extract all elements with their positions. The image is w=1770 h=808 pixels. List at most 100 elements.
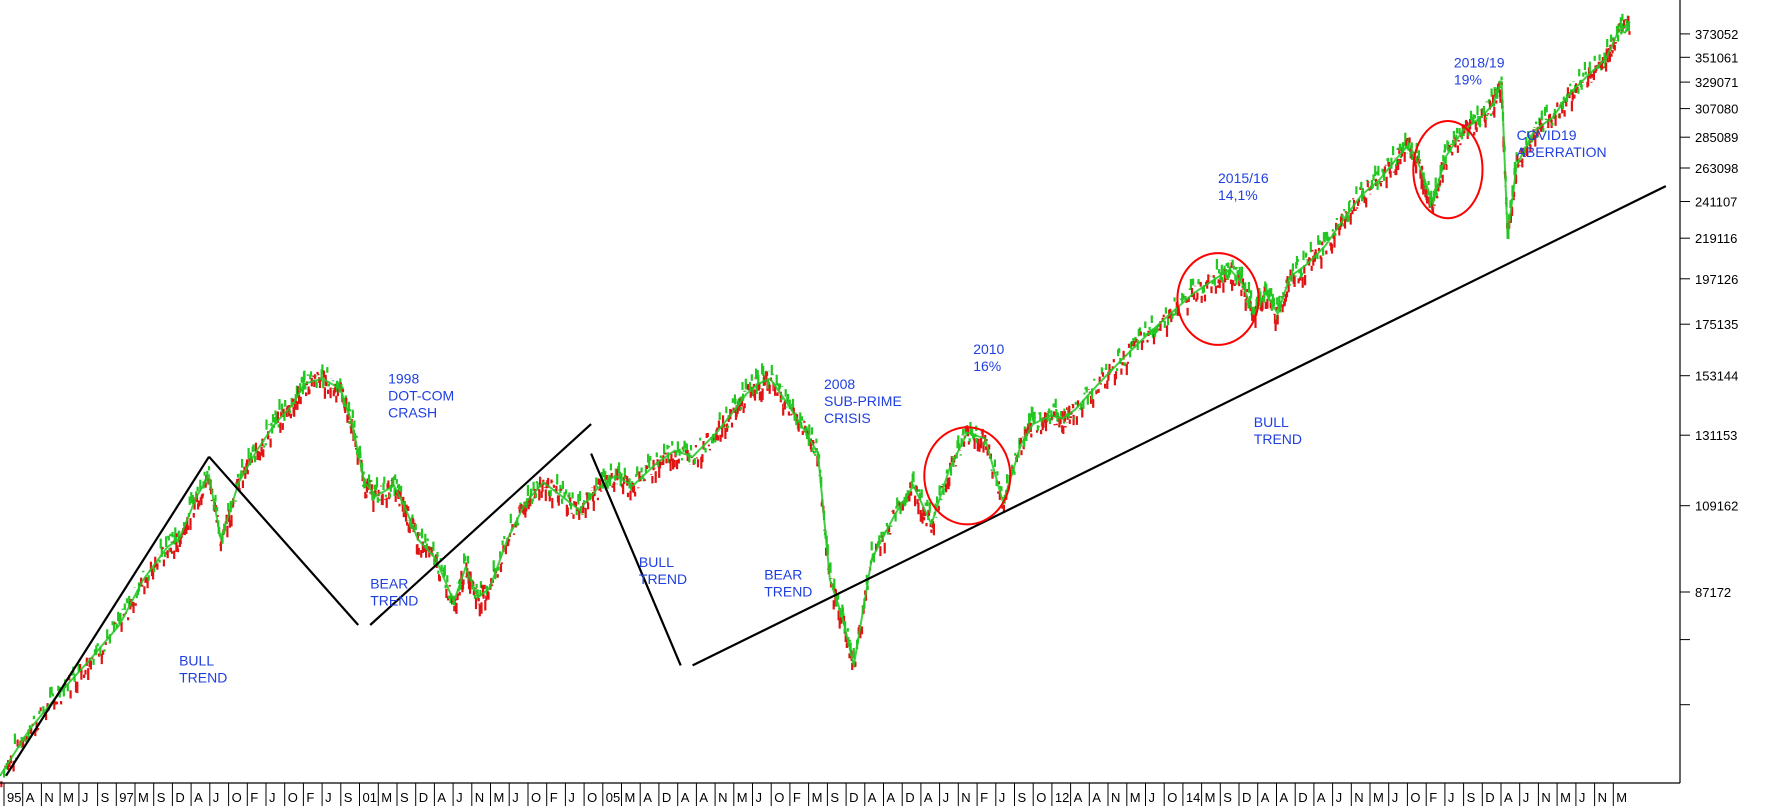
x-tick-label: O: [587, 790, 597, 805]
x-tick-label: S: [1223, 790, 1232, 805]
x-tick-label: D: [662, 790, 671, 805]
x-tick-label: A: [681, 790, 690, 805]
x-tick-label: O: [774, 790, 784, 805]
x-tick-label: N: [1541, 790, 1550, 805]
x-tick-label: J: [512, 790, 519, 805]
x-tick-label: 01: [363, 790, 377, 805]
annotation-line: BEAR: [370, 575, 408, 591]
x-tick-label: J: [269, 790, 276, 805]
y-tick-label: 263098: [1695, 161, 1738, 176]
x-tick-label: M: [1616, 790, 1627, 805]
annotation-line: BEAR: [764, 567, 802, 583]
trend-line: [590, 453, 682, 666]
highlight-circle: [923, 426, 1012, 526]
x-tick-label: N: [1111, 790, 1120, 805]
annotation-line: 1998: [388, 371, 419, 387]
x-tick-label: O: [288, 790, 298, 805]
x-tick-label: N: [961, 790, 970, 805]
x-tick-label: A: [924, 790, 933, 805]
annotation-label: 2018/19 19%: [1454, 54, 1505, 87]
x-tick-label: 14: [1186, 790, 1200, 805]
trend-line: [208, 455, 360, 626]
annotation-label: BULL TREND: [179, 652, 227, 685]
y-tick-label: 131153: [1695, 428, 1737, 443]
trend-lines: [5, 185, 1667, 777]
x-tick-label: J: [1336, 790, 1343, 805]
annotation-line: TREND: [370, 592, 418, 608]
x-tick-label: D: [1242, 790, 1251, 805]
annotation-line: DOT-COM: [388, 388, 454, 404]
x-tick-label: J: [82, 790, 89, 805]
x-tick-label: J: [1392, 790, 1399, 805]
y-tick-label: 197126: [1695, 272, 1738, 287]
trend-line: [692, 185, 1667, 667]
x-tick-label: F: [306, 790, 314, 805]
y-tick-label: 109162: [1695, 499, 1738, 514]
annotation-label: COVID19 ABERRATION: [1517, 127, 1607, 160]
x-tick-label: M: [1560, 790, 1571, 805]
x-tick-label: O: [531, 790, 541, 805]
x-tick-label: S: [400, 790, 409, 805]
y-tick-label: 219116: [1695, 231, 1737, 246]
annotation-line: TREND: [1254, 431, 1302, 447]
x-tick-label: M: [494, 790, 505, 805]
y-tick-label: 373052: [1695, 27, 1738, 42]
x-tick-label: D: [419, 790, 428, 805]
x-tick-label: 97: [119, 790, 133, 805]
x-tick-label: S: [830, 790, 839, 805]
annotation-label: BULL TREND: [1254, 414, 1302, 447]
x-tick-label: J: [1523, 790, 1530, 805]
x-tick-label: M: [1205, 790, 1216, 805]
annotation-line: TREND: [179, 669, 227, 685]
x-tick-label: M: [812, 790, 823, 805]
annotation-line: 2018/19: [1454, 54, 1505, 70]
y-tick-label: 329071: [1695, 75, 1738, 90]
x-tick-label: J: [568, 790, 575, 805]
x-tick-label: M: [63, 790, 74, 805]
x-tick-label: S: [1018, 790, 1027, 805]
x-tick-label: O: [232, 790, 242, 805]
annotation-line: BULL: [639, 554, 674, 570]
highlight-circle: [1176, 252, 1260, 346]
highlight-circle: [1412, 120, 1484, 220]
annotation-line: TREND: [639, 571, 687, 587]
x-tick-label: M: [625, 790, 636, 805]
x-tick-label: F: [793, 790, 801, 805]
x-tick-label: 95: [7, 790, 21, 805]
annotation-line: 2008: [824, 376, 855, 392]
x-tick-label: S: [1467, 790, 1476, 805]
x-tick-label: M: [138, 790, 149, 805]
x-tick-label: M: [381, 790, 392, 805]
annotation-label: 2008 SUB-PRIME CRISIS: [824, 376, 902, 426]
x-tick-label: J: [999, 790, 1006, 805]
y-tick-label: 153144: [1695, 369, 1738, 384]
price-line: [0, 21, 1631, 777]
x-tick-label: N: [475, 790, 484, 805]
x-tick-label: D: [905, 790, 914, 805]
annotation-label: BEAR TREND: [764, 567, 812, 600]
y-tick-label: 87172: [1695, 585, 1731, 600]
x-tick-label: A: [868, 790, 877, 805]
x-tick-label: D: [849, 790, 858, 805]
x-tick-label: M: [737, 790, 748, 805]
x-tick-label: O: [1167, 790, 1177, 805]
x-tick-label: A: [437, 790, 446, 805]
y-tick-label: 307080: [1695, 102, 1738, 117]
x-tick-label: 12: [1055, 790, 1069, 805]
annotation-line: 2010: [973, 341, 1004, 357]
x-tick-label: S: [344, 790, 353, 805]
x-tick-label: A: [26, 790, 35, 805]
trend-line: [369, 423, 592, 626]
x-tick-label: A: [1092, 790, 1101, 805]
annotation-line: TREND: [764, 584, 812, 600]
x-tick-label: D: [1298, 790, 1307, 805]
y-tick-label: 351061: [1695, 50, 1738, 65]
annotation-line: BULL: [179, 652, 214, 668]
x-tick-label: J: [1149, 790, 1156, 805]
annotation-label: BULL TREND: [639, 554, 687, 587]
x-tick-label: F: [1429, 790, 1437, 805]
x-tick-label: J: [1579, 790, 1586, 805]
x-tick-label: S: [101, 790, 110, 805]
x-tick-label: N: [718, 790, 727, 805]
